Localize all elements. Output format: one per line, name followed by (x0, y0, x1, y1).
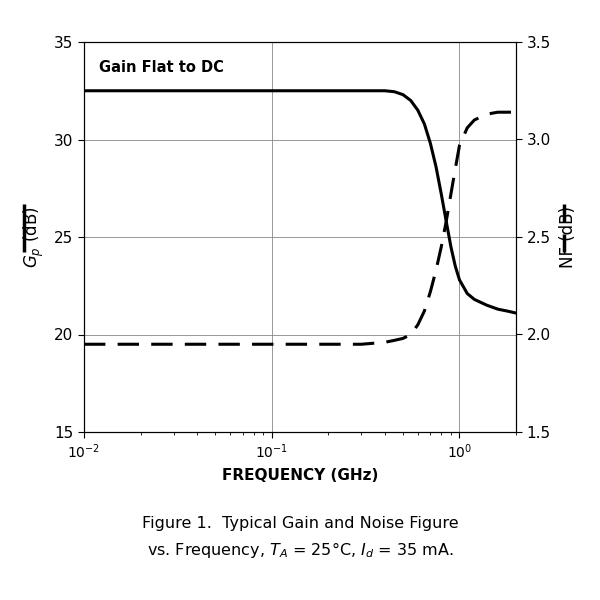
Y-axis label: $G_p$ (dB): $G_p$ (dB) (22, 206, 46, 268)
X-axis label: FREQUENCY (GHz): FREQUENCY (GHz) (222, 468, 378, 483)
Y-axis label: NF (dB): NF (dB) (559, 206, 577, 268)
Text: Figure 1.  Typical Gain and Noise Figure
vs. Frequency, $T_A$ = 25°C, $I_d$ = 35: Figure 1. Typical Gain and Noise Figure … (142, 516, 458, 560)
Text: Gain Flat to DC: Gain Flat to DC (99, 60, 224, 75)
